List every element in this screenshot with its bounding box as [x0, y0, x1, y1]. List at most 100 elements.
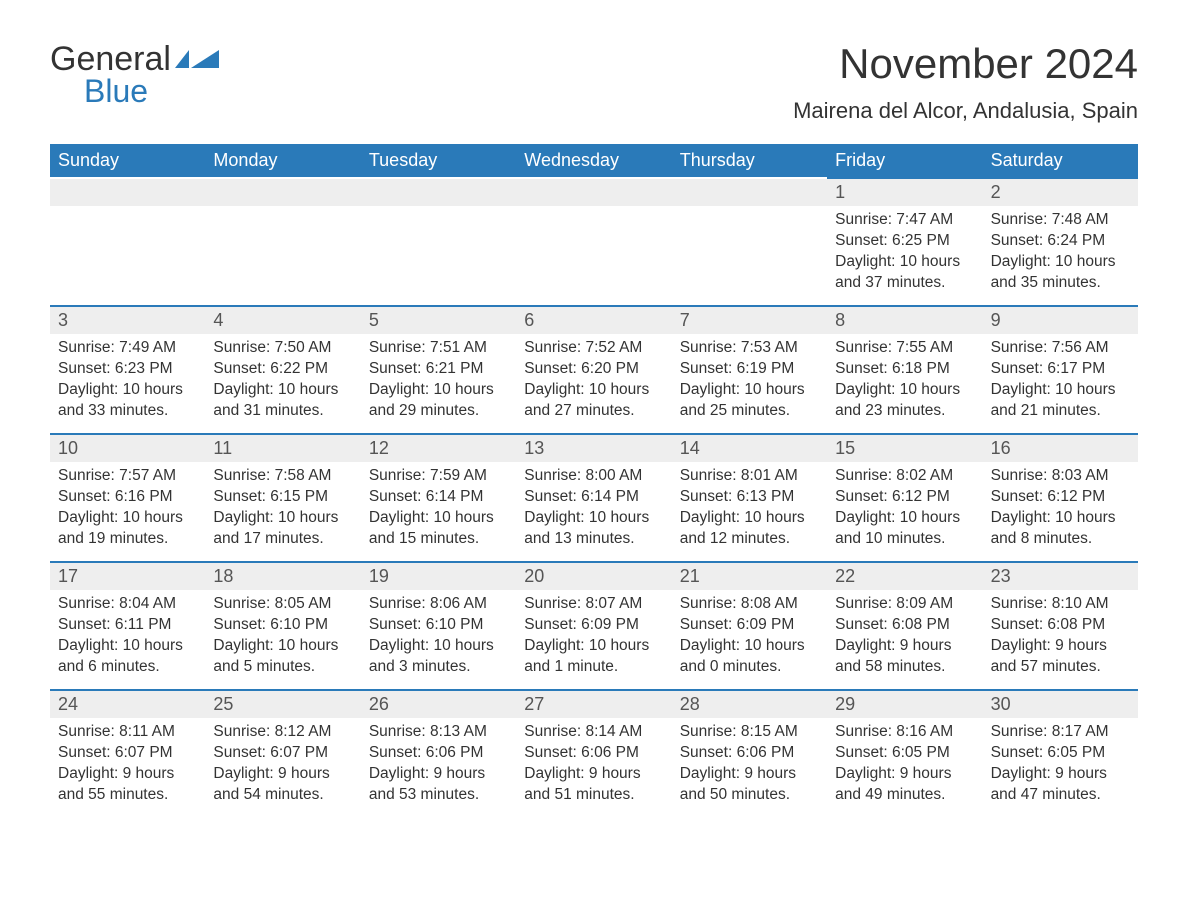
daylight-text: Daylight: 10 hours and 27 minutes.	[524, 380, 663, 422]
sunset-text: Sunset: 6:17 PM	[991, 359, 1130, 380]
day-cell: 5Sunrise: 7:51 AMSunset: 6:21 PMDaylight…	[361, 305, 516, 433]
sunset-text: Sunset: 6:25 PM	[835, 231, 974, 252]
sunrise-text: Sunrise: 8:14 AM	[524, 722, 663, 743]
sunrise-text: Sunrise: 7:59 AM	[369, 466, 508, 487]
day-cell: 29Sunrise: 8:16 AMSunset: 6:05 PMDayligh…	[827, 689, 982, 817]
day-number: 17	[50, 563, 205, 590]
daynum-empty	[205, 179, 360, 206]
day-cell: 27Sunrise: 8:14 AMSunset: 6:06 PMDayligh…	[516, 689, 671, 817]
calendar-grid: SundayMondayTuesdayWednesdayThursdayFrid…	[50, 144, 1138, 817]
day-cell: 25Sunrise: 8:12 AMSunset: 6:07 PMDayligh…	[205, 689, 360, 817]
daylight-text: Daylight: 10 hours and 3 minutes.	[369, 636, 508, 678]
sunrise-text: Sunrise: 8:07 AM	[524, 594, 663, 615]
day-cell: 7Sunrise: 7:53 AMSunset: 6:19 PMDaylight…	[672, 305, 827, 433]
day-info: Sunrise: 8:03 AMSunset: 6:12 PMDaylight:…	[983, 462, 1138, 550]
day-cell: 23Sunrise: 8:10 AMSunset: 6:08 PMDayligh…	[983, 561, 1138, 689]
logo: General Blue	[50, 40, 219, 110]
day-number: 3	[50, 307, 205, 334]
day-number: 24	[50, 691, 205, 718]
sunrise-text: Sunrise: 8:00 AM	[524, 466, 663, 487]
daynum-empty	[361, 179, 516, 206]
sunset-text: Sunset: 6:15 PM	[213, 487, 352, 508]
day-info: Sunrise: 8:11 AMSunset: 6:07 PMDaylight:…	[50, 718, 205, 806]
day-info: Sunrise: 8:07 AMSunset: 6:09 PMDaylight:…	[516, 590, 671, 678]
sunrise-text: Sunrise: 8:01 AM	[680, 466, 819, 487]
day-info: Sunrise: 7:47 AMSunset: 6:25 PMDaylight:…	[827, 206, 982, 294]
daylight-text: Daylight: 9 hours and 55 minutes.	[58, 764, 197, 806]
sunrise-text: Sunrise: 8:08 AM	[680, 594, 819, 615]
sunrise-text: Sunrise: 7:58 AM	[213, 466, 352, 487]
day-cell: 20Sunrise: 8:07 AMSunset: 6:09 PMDayligh…	[516, 561, 671, 689]
sunrise-text: Sunrise: 8:02 AM	[835, 466, 974, 487]
sunset-text: Sunset: 6:14 PM	[524, 487, 663, 508]
sunset-text: Sunset: 6:11 PM	[58, 615, 197, 636]
daylight-text: Daylight: 9 hours and 58 minutes.	[835, 636, 974, 678]
daylight-text: Daylight: 10 hours and 15 minutes.	[369, 508, 508, 550]
sunrise-text: Sunrise: 7:47 AM	[835, 210, 974, 231]
sunset-text: Sunset: 6:07 PM	[58, 743, 197, 764]
daylight-text: Daylight: 9 hours and 57 minutes.	[991, 636, 1130, 678]
sunset-text: Sunset: 6:05 PM	[991, 743, 1130, 764]
daylight-text: Daylight: 9 hours and 49 minutes.	[835, 764, 974, 806]
daylight-text: Daylight: 10 hours and 8 minutes.	[991, 508, 1130, 550]
day-cell: 19Sunrise: 8:06 AMSunset: 6:10 PMDayligh…	[361, 561, 516, 689]
empty-cell	[361, 177, 516, 305]
sunset-text: Sunset: 6:22 PM	[213, 359, 352, 380]
day-cell: 14Sunrise: 8:01 AMSunset: 6:13 PMDayligh…	[672, 433, 827, 561]
day-number: 6	[516, 307, 671, 334]
weekday-header: Tuesday	[361, 144, 516, 177]
day-info: Sunrise: 8:05 AMSunset: 6:10 PMDaylight:…	[205, 590, 360, 678]
day-info: Sunrise: 7:56 AMSunset: 6:17 PMDaylight:…	[983, 334, 1138, 422]
day-number: 1	[827, 179, 982, 206]
sunrise-text: Sunrise: 7:50 AM	[213, 338, 352, 359]
day-cell: 9Sunrise: 7:56 AMSunset: 6:17 PMDaylight…	[983, 305, 1138, 433]
daylight-text: Daylight: 10 hours and 37 minutes.	[835, 252, 974, 294]
day-cell: 30Sunrise: 8:17 AMSunset: 6:05 PMDayligh…	[983, 689, 1138, 817]
sunset-text: Sunset: 6:19 PM	[680, 359, 819, 380]
day-cell: 24Sunrise: 8:11 AMSunset: 6:07 PMDayligh…	[50, 689, 205, 817]
day-cell: 12Sunrise: 7:59 AMSunset: 6:14 PMDayligh…	[361, 433, 516, 561]
day-number: 9	[983, 307, 1138, 334]
weekday-header: Thursday	[672, 144, 827, 177]
sunset-text: Sunset: 6:09 PM	[524, 615, 663, 636]
sunrise-text: Sunrise: 7:48 AM	[991, 210, 1130, 231]
daylight-text: Daylight: 10 hours and 5 minutes.	[213, 636, 352, 678]
daylight-text: Daylight: 10 hours and 0 minutes.	[680, 636, 819, 678]
sunrise-text: Sunrise: 8:03 AM	[991, 466, 1130, 487]
sunrise-text: Sunrise: 7:49 AM	[58, 338, 197, 359]
day-info: Sunrise: 7:50 AMSunset: 6:22 PMDaylight:…	[205, 334, 360, 422]
day-number: 29	[827, 691, 982, 718]
sunrise-text: Sunrise: 8:16 AM	[835, 722, 974, 743]
daylight-text: Daylight: 10 hours and 17 minutes.	[213, 508, 352, 550]
daylight-text: Daylight: 10 hours and 33 minutes.	[58, 380, 197, 422]
day-info: Sunrise: 7:52 AMSunset: 6:20 PMDaylight:…	[516, 334, 671, 422]
day-number: 8	[827, 307, 982, 334]
day-cell: 22Sunrise: 8:09 AMSunset: 6:08 PMDayligh…	[827, 561, 982, 689]
sunset-text: Sunset: 6:12 PM	[835, 487, 974, 508]
day-info: Sunrise: 7:58 AMSunset: 6:15 PMDaylight:…	[205, 462, 360, 550]
sunrise-text: Sunrise: 8:12 AM	[213, 722, 352, 743]
empty-cell	[672, 177, 827, 305]
sunrise-text: Sunrise: 7:55 AM	[835, 338, 974, 359]
daylight-text: Daylight: 10 hours and 13 minutes.	[524, 508, 663, 550]
day-number: 25	[205, 691, 360, 718]
empty-cell	[50, 177, 205, 305]
day-info: Sunrise: 7:48 AMSunset: 6:24 PMDaylight:…	[983, 206, 1138, 294]
day-info: Sunrise: 8:08 AMSunset: 6:09 PMDaylight:…	[672, 590, 827, 678]
weekday-header: Sunday	[50, 144, 205, 177]
sunrise-text: Sunrise: 7:52 AM	[524, 338, 663, 359]
daylight-text: Daylight: 10 hours and 12 minutes.	[680, 508, 819, 550]
daylight-text: Daylight: 10 hours and 25 minutes.	[680, 380, 819, 422]
sunset-text: Sunset: 6:16 PM	[58, 487, 197, 508]
day-cell: 1Sunrise: 7:47 AMSunset: 6:25 PMDaylight…	[827, 177, 982, 305]
day-cell: 15Sunrise: 8:02 AMSunset: 6:12 PMDayligh…	[827, 433, 982, 561]
sunset-text: Sunset: 6:20 PM	[524, 359, 663, 380]
day-info: Sunrise: 8:04 AMSunset: 6:11 PMDaylight:…	[50, 590, 205, 678]
day-cell: 3Sunrise: 7:49 AMSunset: 6:23 PMDaylight…	[50, 305, 205, 433]
daylight-text: Daylight: 10 hours and 6 minutes.	[58, 636, 197, 678]
day-cell: 16Sunrise: 8:03 AMSunset: 6:12 PMDayligh…	[983, 433, 1138, 561]
day-info: Sunrise: 8:00 AMSunset: 6:14 PMDaylight:…	[516, 462, 671, 550]
day-info: Sunrise: 8:15 AMSunset: 6:06 PMDaylight:…	[672, 718, 827, 806]
day-info: Sunrise: 8:13 AMSunset: 6:06 PMDaylight:…	[361, 718, 516, 806]
day-info: Sunrise: 8:14 AMSunset: 6:06 PMDaylight:…	[516, 718, 671, 806]
